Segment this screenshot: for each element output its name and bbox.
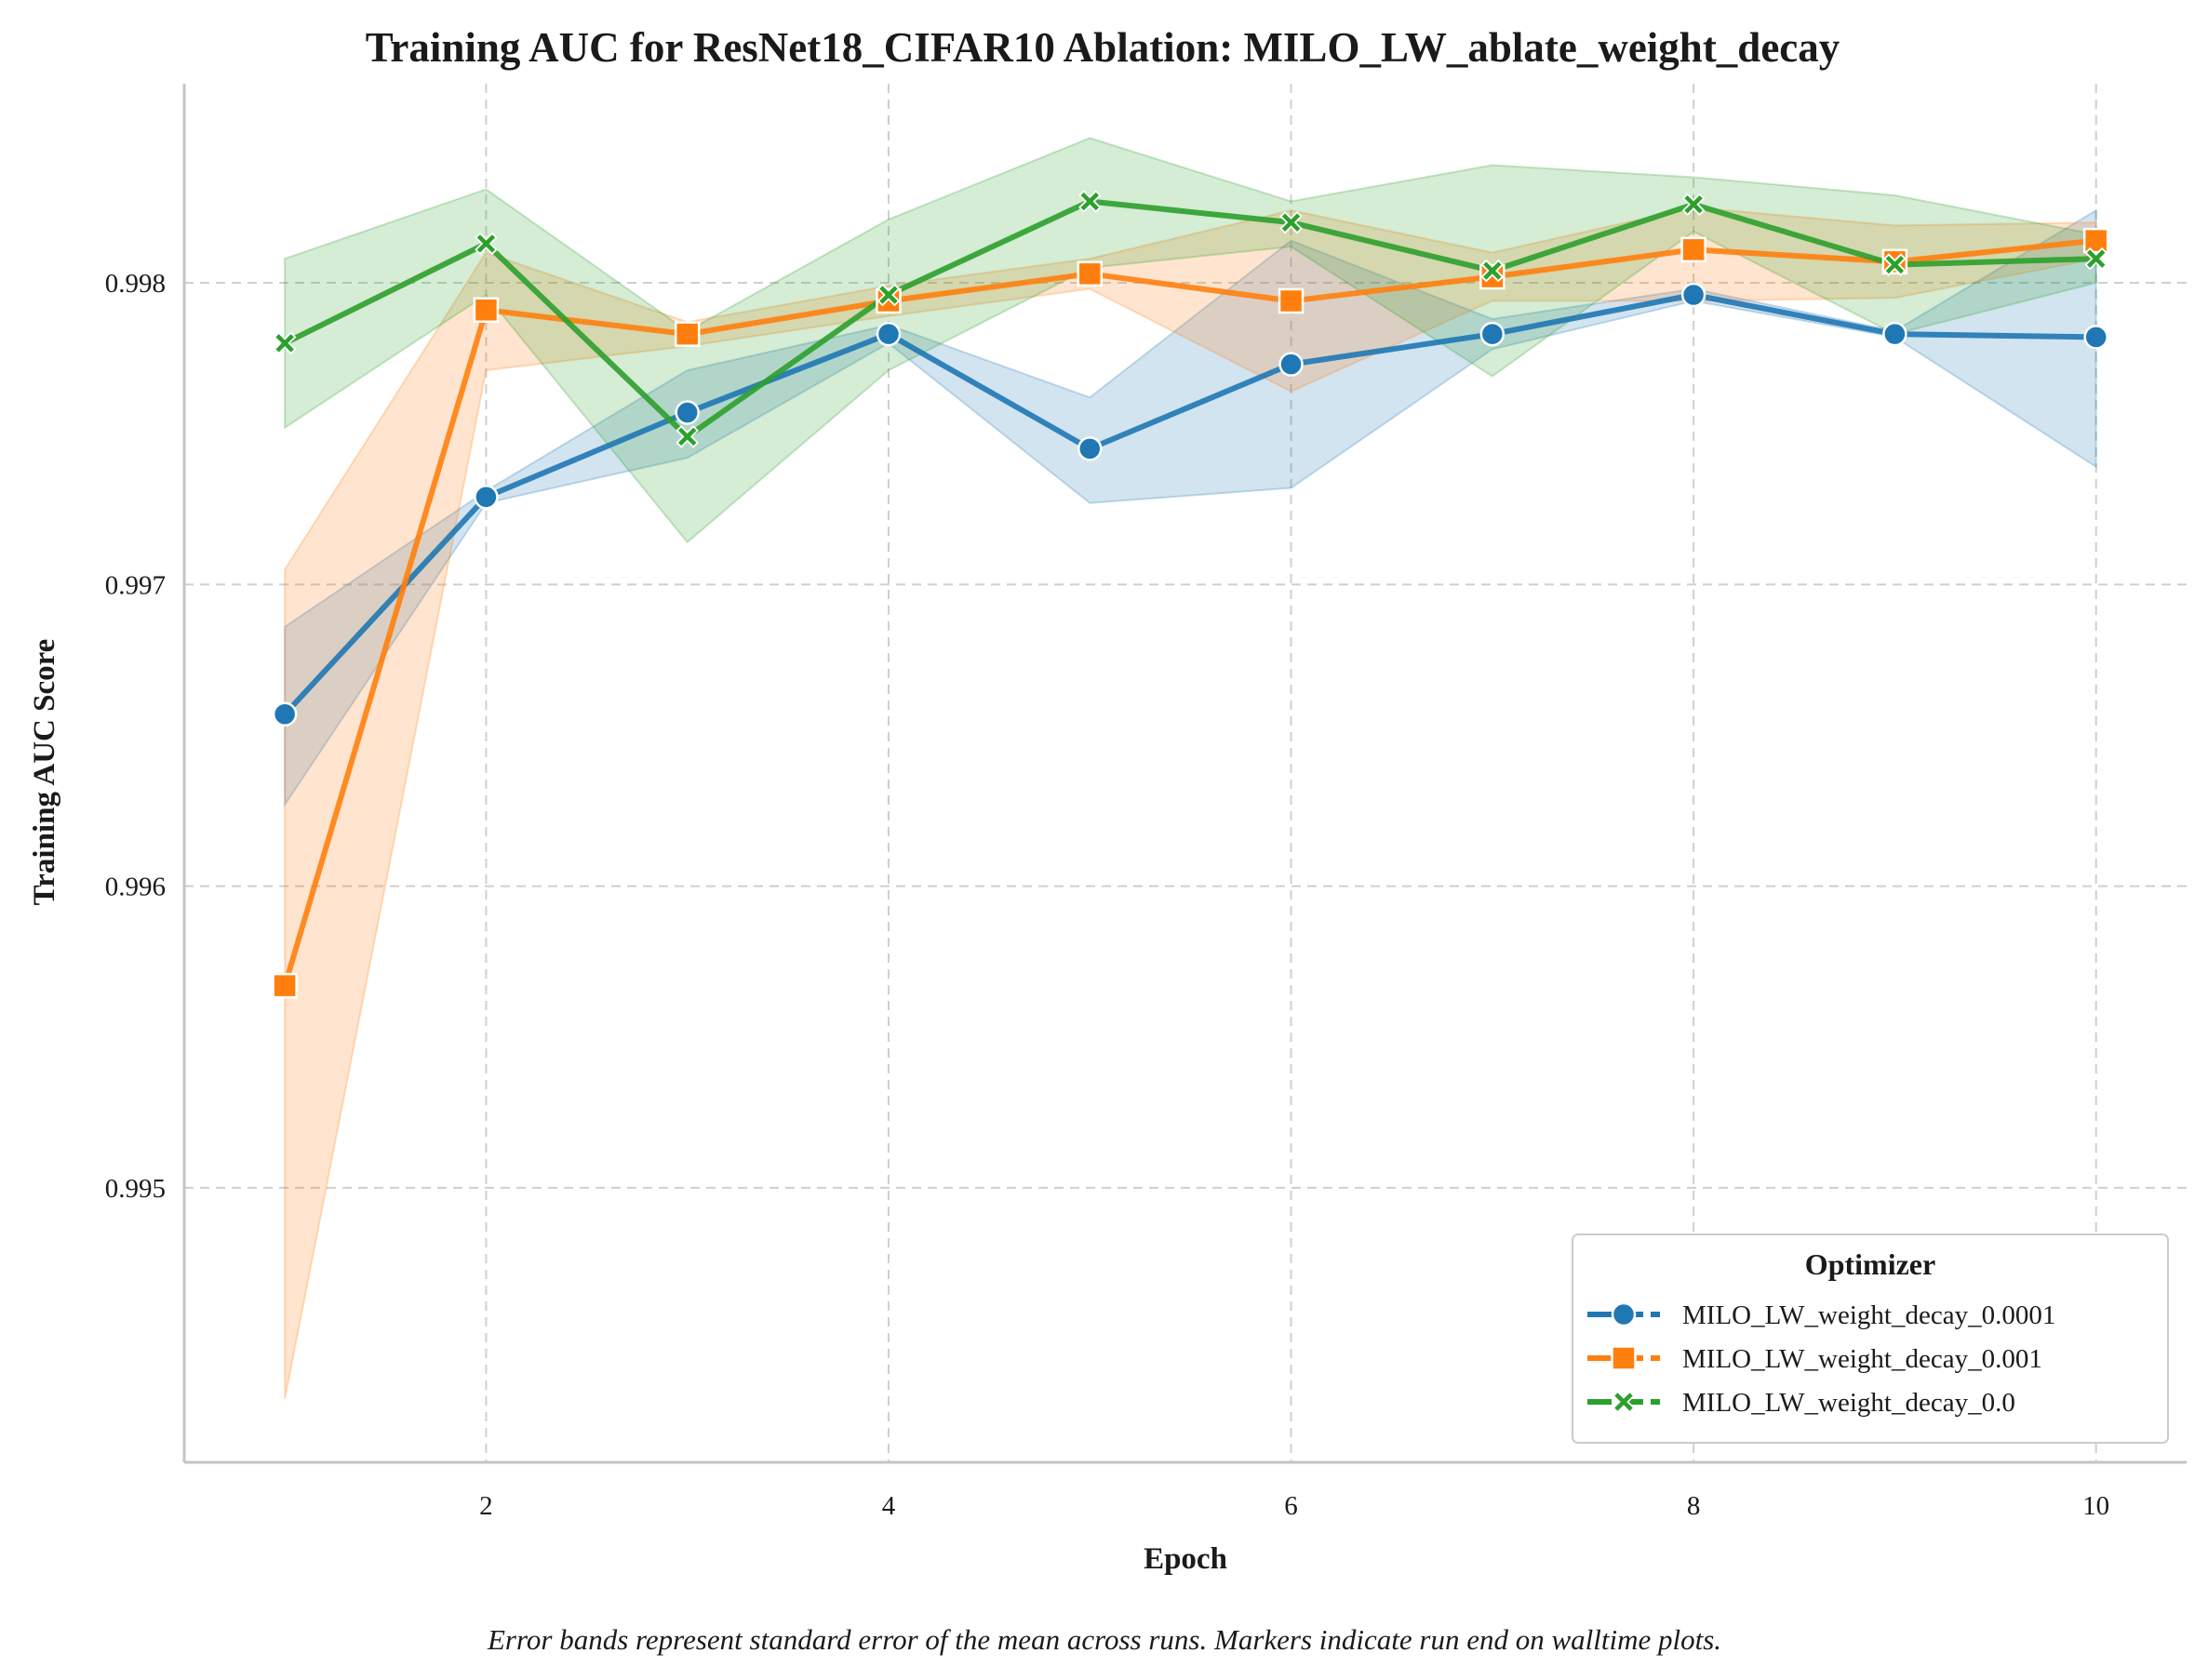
data-point-milo-lw-weight-decay-0-0001 <box>1680 282 1706 308</box>
x-tick-labels: 2 4 6 8 10 <box>479 1491 2109 1521</box>
legend-marker-milo-lw-weight-decay-0-0 <box>1612 1390 1636 1414</box>
x-tick-label: 4 <box>882 1491 896 1521</box>
data-point-milo-lw-weight-decay-0-001 <box>2082 227 2109 254</box>
axes <box>182 84 2187 1464</box>
data-point-milo-lw-weight-decay-0-001 <box>272 972 298 999</box>
error-band-milo-lw-weight-decay-0-0001 <box>284 208 2097 808</box>
data-point-milo-lw-weight-decay-0-001 <box>1680 236 1706 263</box>
legend-label-milo-lw-weight-decay-0-0001: MILO_LW_weight_decay_0.0001 <box>1682 1300 2055 1330</box>
error-band-milo-lw-weight-decay-0-0 <box>284 137 2097 544</box>
data-point-milo-lw-weight-decay-0-0001 <box>1077 436 1103 461</box>
legend-label-milo-lw-weight-decay-0-0: MILO_LW_weight_decay_0.0 <box>1682 1388 2015 1418</box>
y-tick-labels: 0.995 0.996 0.997 0.998 <box>105 269 166 1204</box>
x-tick-label: 2 <box>479 1491 493 1521</box>
data-point-milo-lw-weight-decay-0-0001 <box>675 400 700 425</box>
x-axis-label: Epoch <box>1144 1542 1227 1576</box>
y-tick-label: 0.996 <box>105 873 166 902</box>
x-tick-label: 8 <box>1687 1491 1701 1521</box>
data-point-milo-lw-weight-decay-0-0001 <box>474 485 499 510</box>
y-axis-label: Training AUC Score <box>28 639 61 906</box>
data-point-milo-lw-weight-decay-0-0 <box>273 331 297 355</box>
x-tick-label: 6 <box>1284 1491 1298 1521</box>
x-tick-label: 10 <box>2082 1491 2109 1521</box>
legend-title: Optimizer <box>1805 1247 1935 1281</box>
data-point-milo-lw-weight-decay-0-0 <box>1077 190 1102 213</box>
legend-items: MILO_LW_weight_decay_0.0001 MILO_LW_weigh… <box>1587 1300 2055 1418</box>
data-point-milo-lw-weight-decay-0-0001 <box>1882 321 1907 347</box>
data-point-milo-lw-weight-decay-0-0 <box>877 283 901 307</box>
data-point-milo-lw-weight-decay-0-0 <box>1681 193 1706 216</box>
data-point-milo-lw-weight-decay-0-0 <box>1279 210 1303 234</box>
data-point-milo-lw-weight-decay-0-001 <box>1077 260 1104 287</box>
series-line-milo-lw-weight-decay-0-0 <box>282 198 2099 440</box>
error-bands <box>284 137 2097 1400</box>
chart-title: Training AUC for ResNet18_CIFAR10 Ablati… <box>366 24 1840 71</box>
series-line-milo-lw-weight-decay-0-0001 <box>282 292 2099 717</box>
data-point-milo-lw-weight-decay-0-0 <box>676 425 699 448</box>
data-point-milo-lw-weight-decay-0-0 <box>1883 253 1907 276</box>
legend-marker-milo-lw-weight-decay-0-0001 <box>1611 1301 1637 1327</box>
legend-box <box>1572 1233 2169 1444</box>
series-markers <box>272 190 2109 999</box>
series-line-milo-lw-weight-decay-0-001 <box>282 237 2099 989</box>
y-tick-label: 0.995 <box>105 1174 166 1204</box>
data-point-milo-lw-weight-decay-0-0001 <box>2083 325 2108 350</box>
data-point-milo-lw-weight-decay-0-0 <box>2084 247 2108 271</box>
legend-label-milo-lw-weight-decay-0-001: MILO_LW_weight_decay_0.001 <box>1682 1344 2042 1374</box>
series-lines <box>282 198 2099 989</box>
data-point-milo-lw-weight-decay-0-0001 <box>876 321 902 347</box>
data-point-milo-lw-weight-decay-0-0001 <box>1479 321 1505 347</box>
data-point-milo-lw-weight-decay-0-001 <box>1278 287 1305 314</box>
y-tick-label: 0.997 <box>105 570 166 600</box>
chart-caption: Error bands represent standard error of … <box>487 1623 1721 1656</box>
legend-marker-milo-lw-weight-decay-0-001 <box>1611 1345 1637 1371</box>
data-point-milo-lw-weight-decay-0-0001 <box>1278 352 1304 377</box>
data-point-milo-lw-weight-decay-0-0001 <box>272 701 298 727</box>
data-point-milo-lw-weight-decay-0-0 <box>1480 259 1505 283</box>
data-point-milo-lw-weight-decay-0-001 <box>473 297 500 323</box>
y-tick-label: 0.998 <box>105 269 166 299</box>
data-point-milo-lw-weight-decay-0-001 <box>674 321 701 347</box>
legend: Optimizer MILO_LW_weight_decay_0.0001MIL… <box>1572 1233 2169 1444</box>
data-point-milo-lw-weight-decay-0-0 <box>475 232 498 256</box>
